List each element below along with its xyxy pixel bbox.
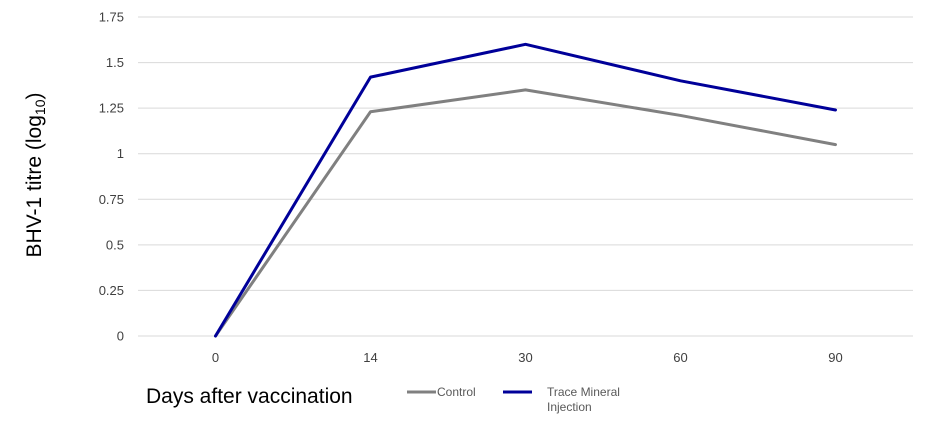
x-tick-label: 0 bbox=[212, 350, 219, 365]
series-line-control bbox=[214, 88, 837, 338]
y-tick-label: 0.75 bbox=[99, 192, 124, 207]
legend-label-line-1: Trace Mineral bbox=[547, 385, 620, 399]
x-tick-label: 90 bbox=[828, 350, 842, 365]
series-line-trace-mineral-injection bbox=[214, 42, 837, 338]
y-tick-label: 1.75 bbox=[99, 10, 124, 25]
series-lines bbox=[214, 42, 837, 338]
x-tick-label: 30 bbox=[518, 350, 532, 365]
legend-label-trace-mineral-injection: Trace Mineral Injection bbox=[547, 385, 623, 414]
x-axis-tick-labels: 0 14 30 60 90 bbox=[212, 350, 843, 365]
y-tick-label: 0 bbox=[117, 329, 124, 344]
y-axis-tick-labels: 0 0.25 0.5 0.75 1 1.25 1.5 1.75 bbox=[99, 10, 124, 344]
y-tick-label: 0.25 bbox=[99, 283, 124, 298]
y-tick-label: 1.25 bbox=[99, 101, 124, 116]
y-tick-label: 1 bbox=[117, 146, 124, 161]
x-tick-label: 60 bbox=[673, 350, 687, 365]
legend-label-line-2: Injection bbox=[547, 400, 592, 414]
gridlines bbox=[138, 16, 913, 337]
y-tick-label: 0.5 bbox=[106, 237, 124, 252]
y-tick-label: 1.5 bbox=[106, 55, 124, 70]
y-axis-title: BHV-1 titre (log10) bbox=[23, 93, 48, 258]
x-tick-label: 14 bbox=[363, 350, 377, 365]
x-axis-title: Days after vaccination bbox=[146, 385, 353, 408]
legend: Control Trace Mineral Injection bbox=[407, 385, 623, 414]
legend-label-control: Control bbox=[437, 385, 476, 399]
